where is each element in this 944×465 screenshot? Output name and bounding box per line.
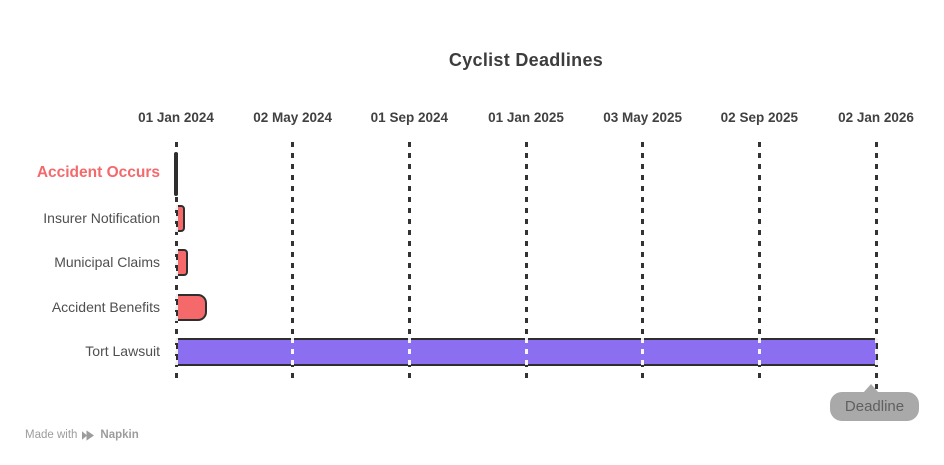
x-tick-label: 02 Jan 2026 [838, 110, 914, 125]
napkin-watermark-link[interactable]: Made with Napkin [25, 429, 139, 441]
gridline [524, 142, 528, 380]
grid-dash-overlay [291, 337, 295, 366]
x-tick-label: 03 May 2025 [603, 110, 683, 125]
tooltip-arrow-up-icon [863, 384, 879, 393]
grid-dash-overlay [174, 249, 178, 277]
gridline [291, 142, 295, 380]
task-bar[interactable] [176, 293, 207, 321]
task-label: Accident Occurs [36, 164, 160, 181]
grid-dash-overlay [757, 337, 761, 366]
x-tick-label: 02 Sep 2025 [720, 110, 798, 125]
deadline-tooltip: Deadline [830, 384, 919, 421]
task-label: Municipal Claims [54, 254, 160, 271]
chart-title: Cyclist Deadlines [448, 50, 604, 70]
gridline [874, 142, 878, 391]
task-bar[interactable] [176, 249, 188, 277]
gridline [757, 142, 761, 380]
task-label: Accident Benefits [51, 298, 160, 315]
task-label: Tort Lawsuit [85, 343, 160, 360]
gridline [641, 142, 645, 380]
milestone-marker[interactable] [174, 152, 178, 196]
task-label: Insurer Notification [43, 209, 160, 226]
grid-dash-overlay [174, 204, 178, 232]
grid-dash-overlay [174, 293, 178, 321]
x-tick-label: 01 Sep 2024 [370, 110, 448, 125]
grid-dash-overlay [174, 337, 178, 366]
grid-dash-overlay [874, 337, 878, 366]
grid-dash-overlay [524, 337, 528, 366]
watermark-prefix: Made with [25, 429, 78, 441]
napkin-logo-icon [82, 429, 95, 441]
tooltip-label: Deadline [844, 398, 905, 415]
gridline [407, 142, 411, 380]
x-tick-label: 01 Jan 2025 [488, 110, 564, 125]
x-tick-label: 02 May 2024 [253, 110, 333, 125]
watermark-brand: Napkin [100, 429, 139, 441]
x-tick-label: 01 Jan 2024 [138, 110, 214, 125]
grid-dash-overlay [407, 337, 411, 366]
grid-dash-overlay [641, 337, 645, 366]
